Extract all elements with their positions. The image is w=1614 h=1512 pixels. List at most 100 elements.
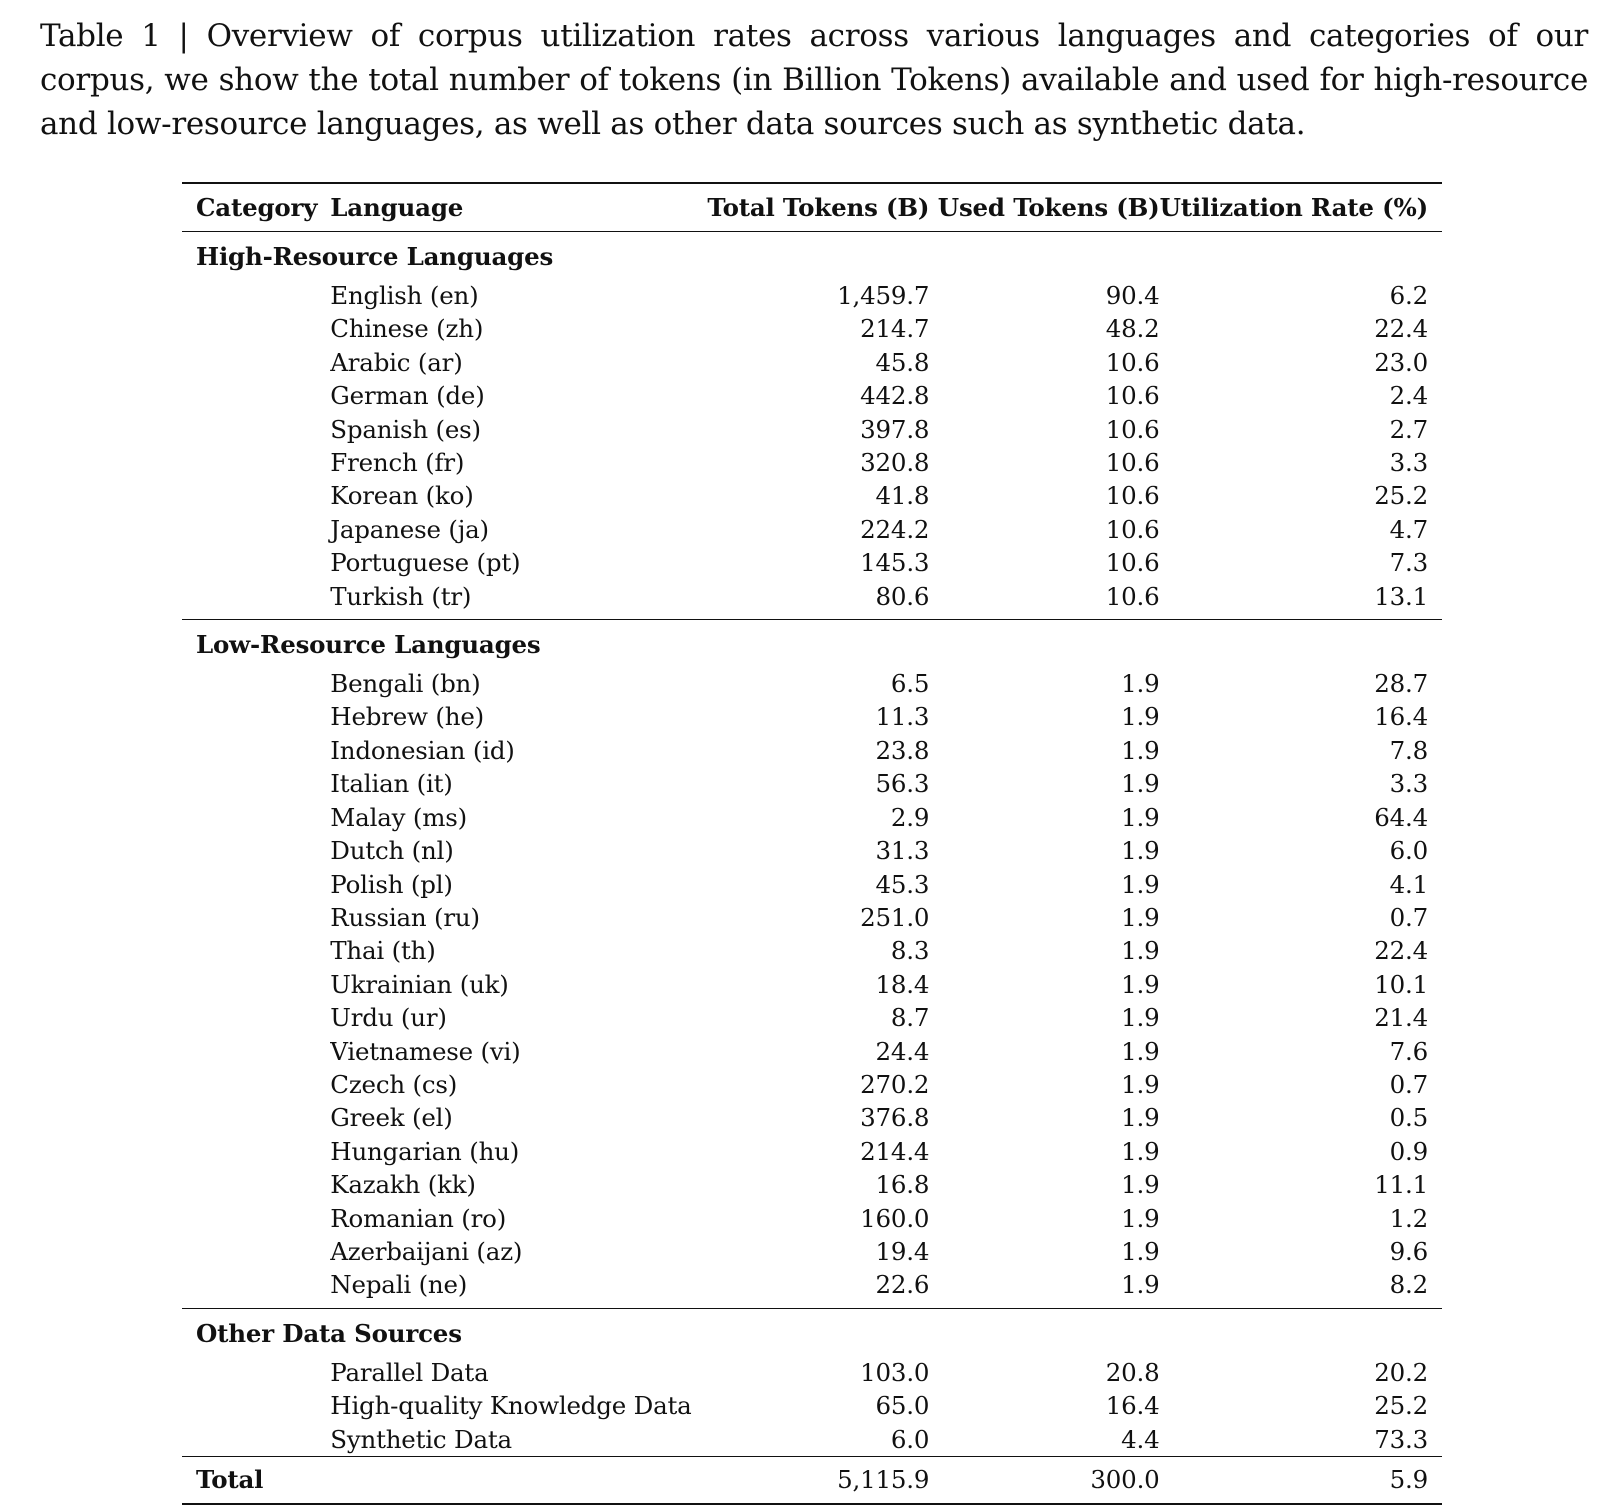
utilization-rate-cell: 6.0 bbox=[1389, 836, 1429, 866]
header-utilization-rate: Utilization Rate (%) bbox=[1159, 193, 1429, 222]
total-tokens-cell: 31.3 bbox=[875, 836, 930, 866]
header-language: Language bbox=[330, 193, 464, 222]
used-tokens-cell: 1.9 bbox=[1121, 936, 1160, 966]
overall-utilization-rate: 5.9 bbox=[1389, 1465, 1429, 1494]
total-tokens-cell: 145.3 bbox=[860, 548, 930, 578]
category-cell bbox=[182, 546, 330, 579]
total-tokens-cell: 19.4 bbox=[875, 1236, 930, 1266]
total-tokens-cell: 442.8 bbox=[860, 381, 930, 411]
language-cell: Malay (ms) bbox=[330, 802, 467, 832]
table-row: Hungarian (hu) 214.4 1.9 0.9 bbox=[182, 1135, 1442, 1168]
utilization-rate-cell: 0.9 bbox=[1389, 1136, 1429, 1166]
used-tokens-cell: 10.6 bbox=[929, 579, 1160, 621]
utilization-rate-cell: 3.3 bbox=[1389, 448, 1429, 478]
table-row: Turkish (tr) 80.6 10.6 13.1 bbox=[182, 579, 1442, 621]
category-cell bbox=[182, 767, 330, 800]
category-cell bbox=[182, 700, 330, 733]
language-cell: Ukrainian (uk) bbox=[330, 969, 509, 999]
used-tokens-cell: 10.6 bbox=[1105, 548, 1160, 578]
language-cell: Italian (it) bbox=[330, 769, 453, 799]
utilization-rate-cell: 73.3 bbox=[1374, 1424, 1428, 1454]
table-row: Azerbaijani (az) 19.4 1.9 9.6 bbox=[182, 1235, 1442, 1268]
table-row: Italian (it) 56.3 1.9 3.3 bbox=[182, 767, 1442, 800]
used-tokens-cell: 1.9 bbox=[1121, 902, 1160, 932]
used-tokens-cell: 10.6 bbox=[1105, 514, 1160, 544]
language-cell: Russian (ru) bbox=[330, 902, 480, 932]
table-row: Hebrew (he) 11.3 1.9 16.4 bbox=[182, 700, 1442, 733]
utilization-rate-cell: 3.3 bbox=[1389, 769, 1429, 799]
total-tokens-cell: 24.4 bbox=[875, 1036, 930, 1066]
table-row: Synthetic Data 6.0 4.4 73.3 bbox=[182, 1423, 1442, 1457]
category-cell bbox=[182, 579, 331, 621]
category-cell bbox=[182, 734, 330, 767]
table-row: Russian (ru) 251.0 1.9 0.7 bbox=[182, 901, 1442, 934]
table-row: Bengali (bn) 6.5 1.9 28.7 bbox=[182, 667, 1442, 700]
language-cell: English (en) bbox=[330, 281, 479, 310]
category-cell bbox=[182, 968, 330, 1001]
table-row: Romanian (ro) 160.0 1.9 1.2 bbox=[182, 1202, 1442, 1235]
category-cell bbox=[182, 446, 330, 479]
language-cell: Thai (th) bbox=[330, 936, 436, 966]
used-tokens-cell: 1.9 bbox=[1121, 869, 1160, 899]
utilization-rate-cell: 21.4 bbox=[1374, 1003, 1428, 1033]
table-row: Urdu (ur) 8.7 1.9 21.4 bbox=[182, 1001, 1442, 1034]
total-tokens-cell: 56.3 bbox=[875, 769, 930, 799]
used-tokens-cell: 10.6 bbox=[1105, 414, 1160, 444]
table-row: Korean (ko) 41.8 10.6 25.2 bbox=[182, 479, 1442, 512]
category-cell bbox=[182, 834, 330, 867]
table-row: Dutch (nl) 31.3 1.9 6.0 bbox=[182, 834, 1442, 867]
used-tokens-cell: 1.9 bbox=[929, 1268, 1160, 1309]
total-tokens-cell: 18.4 bbox=[875, 969, 930, 999]
utilization-rate-cell: 0.5 bbox=[1389, 1103, 1429, 1133]
category-cell bbox=[182, 1268, 331, 1309]
category-cell bbox=[182, 901, 330, 934]
language-cell: German (de) bbox=[330, 381, 485, 411]
utilization-rate-cell: 8.2 bbox=[1159, 1268, 1442, 1309]
header-total-tokens: Total Tokens (B) bbox=[707, 193, 930, 222]
category-cell bbox=[182, 801, 330, 834]
used-tokens-cell: 1.9 bbox=[1121, 669, 1160, 699]
language-cell: Hebrew (he) bbox=[330, 702, 484, 732]
total-tokens-cell: 45.3 bbox=[875, 869, 930, 899]
used-tokens-cell: 10.6 bbox=[1105, 448, 1160, 478]
used-tokens-cell: 1.9 bbox=[1121, 1003, 1160, 1033]
total-tokens-cell: 22.6 bbox=[704, 1268, 929, 1309]
language-cell: Bengali (bn) bbox=[330, 669, 481, 699]
category-cell bbox=[182, 1202, 330, 1235]
used-tokens-cell: 1.9 bbox=[1121, 1136, 1160, 1166]
utilization-rate-cell: 9.6 bbox=[1389, 1236, 1429, 1266]
total-tokens-cell: 80.6 bbox=[704, 579, 929, 621]
language-cell: Azerbaijani (az) bbox=[330, 1236, 523, 1266]
table-row: Czech (cs) 270.2 1.9 0.7 bbox=[182, 1068, 1442, 1101]
language-cell: Dutch (nl) bbox=[330, 836, 454, 866]
header-category: Category bbox=[196, 193, 318, 222]
table-row: Portuguese (pt) 145.3 10.6 7.3 bbox=[182, 546, 1442, 579]
category-cell bbox=[182, 868, 330, 901]
used-tokens-sum: 300.0 bbox=[1090, 1465, 1160, 1494]
used-tokens-cell: 1.9 bbox=[1121, 969, 1160, 999]
total-tokens-cell: 23.8 bbox=[875, 735, 930, 765]
table-row: Polish (pl) 45.3 1.9 4.1 bbox=[182, 868, 1442, 901]
used-tokens-cell: 1.9 bbox=[1121, 802, 1160, 832]
used-tokens-cell: 10.6 bbox=[1105, 347, 1160, 377]
header-row: Category Language Total Tokens (B) Used … bbox=[182, 183, 1442, 232]
table-row: Japanese (ja) 224.2 10.6 4.7 bbox=[182, 513, 1442, 546]
table-row: Chinese (zh) 214.7 48.2 22.4 bbox=[182, 312, 1442, 345]
language-cell: Spanish (es) bbox=[330, 414, 481, 444]
total-tokens-cell: 1,459.7 bbox=[837, 281, 930, 310]
total-row: Total 5,115.9 300.0 5.9 bbox=[182, 1456, 1442, 1504]
total-tokens-cell: 224.2 bbox=[860, 514, 930, 544]
used-tokens-cell: 1.9 bbox=[1121, 1036, 1160, 1066]
used-tokens-cell: 1.9 bbox=[1121, 1170, 1160, 1200]
section-title: High-Resource Languages bbox=[196, 242, 554, 271]
utilization-rate-cell: 22.4 bbox=[1374, 936, 1428, 966]
category-cell bbox=[182, 1035, 330, 1068]
table-row: Malay (ms) 2.9 1.9 64.4 bbox=[182, 801, 1442, 834]
table-body: High-Resource Languages English (en) 1,459… bbox=[182, 232, 1442, 1504]
total-tokens-cell: 8.7 bbox=[890, 1003, 930, 1033]
category-cell bbox=[182, 1168, 330, 1201]
total-tokens-sum: 5,115.9 bbox=[837, 1465, 930, 1494]
corpus-utilization-table-container: Category Language Total Tokens (B) Used … bbox=[182, 182, 1442, 1505]
language-cell: Polish (pl) bbox=[330, 869, 453, 899]
section-header-row: Other Data Sources bbox=[182, 1308, 1442, 1356]
